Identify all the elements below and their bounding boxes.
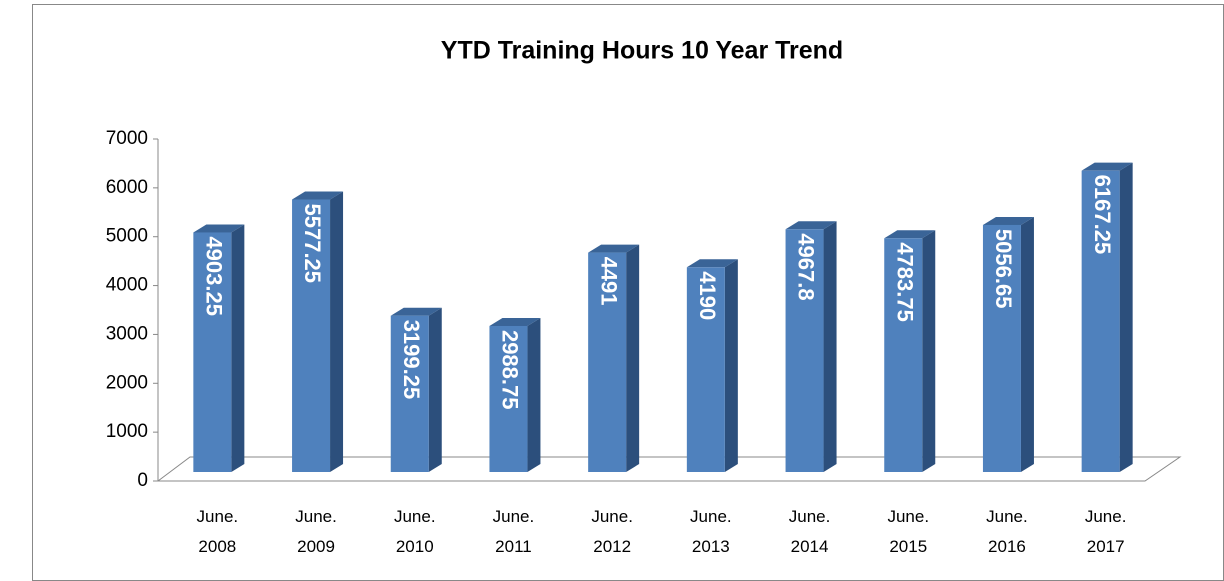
- y-tick-label: 1000: [106, 421, 148, 442]
- bar-front: [686, 267, 725, 472]
- bar-top: [292, 191, 344, 200]
- value-label: 4903.25: [202, 236, 227, 316]
- bar-side: [626, 244, 640, 472]
- bar: [785, 221, 837, 472]
- bar: [292, 191, 344, 472]
- bar-side: [1020, 216, 1034, 472]
- x-tick-label: June. 2017: [1085, 507, 1127, 556]
- bar-front: [193, 232, 232, 472]
- bar-front: [292, 199, 331, 472]
- y-tick-label: 6000: [106, 177, 148, 198]
- bar-top: [489, 317, 541, 326]
- bar-top: [982, 216, 1034, 225]
- bar-front: [588, 252, 627, 472]
- bar: [193, 224, 245, 472]
- bar-side: [1119, 162, 1133, 472]
- bar: [390, 307, 442, 472]
- bar: [686, 259, 738, 472]
- value-label: 2988.75: [498, 330, 523, 410]
- bar-front: [489, 325, 528, 472]
- bar-side: [922, 230, 936, 472]
- bar-top: [193, 224, 245, 233]
- value-label: 3199.25: [399, 320, 424, 400]
- bar-side: [527, 317, 541, 472]
- x-tick-label: June. 2016: [986, 507, 1028, 556]
- chart-title: YTD Training Hours 10 Year Trend: [441, 37, 843, 65]
- floor: [156, 456, 1182, 482]
- y-tick-label: 3000: [106, 323, 148, 344]
- bar-top: [588, 244, 640, 253]
- bar-side: [428, 307, 442, 472]
- x-tick-label: June. 2010: [394, 507, 436, 556]
- value-label: 6167.25: [1090, 175, 1115, 255]
- value-label: 4967.8: [794, 233, 819, 300]
- bar: [982, 216, 1034, 472]
- bar-side: [823, 221, 837, 472]
- bar: [588, 244, 640, 472]
- bar-side: [231, 224, 245, 472]
- value-label: 5056.65: [991, 229, 1016, 309]
- x-tick-label: June. 2013: [690, 507, 732, 556]
- y-tick-label: 0: [137, 470, 148, 491]
- bar-front: [390, 315, 429, 472]
- value-label: 4190: [695, 271, 720, 320]
- y-tick-label: 4000: [106, 275, 148, 296]
- x-tick-label: June. 2015: [887, 507, 929, 556]
- value-label: 4491: [596, 257, 621, 306]
- bar-front: [982, 224, 1021, 472]
- bar-top: [1081, 162, 1133, 171]
- x-tick-label: June. 2012: [591, 507, 633, 556]
- bar-side: [330, 191, 344, 472]
- x-tick-label: June. 2014: [789, 507, 831, 556]
- x-tick-label: June. 2009: [295, 507, 337, 556]
- bar-front: [1081, 170, 1120, 472]
- bar-top: [884, 230, 936, 239]
- y-tick-label: 2000: [106, 372, 148, 393]
- bar: [489, 317, 541, 472]
- bar-top: [785, 221, 837, 230]
- x-tick-label: June. 2008: [197, 507, 239, 556]
- bar-front: [884, 238, 923, 472]
- bar-side: [724, 259, 738, 472]
- y-tick-label: 5000: [106, 226, 148, 247]
- value-label: 5577.25: [300, 204, 325, 284]
- bar: [884, 230, 936, 472]
- bar: [1081, 162, 1133, 472]
- y-tick-label: 7000: [106, 128, 148, 149]
- bar-top: [390, 307, 442, 316]
- bar-front: [785, 229, 824, 472]
- bar-top: [686, 259, 738, 268]
- value-label: 4783.75: [892, 242, 917, 322]
- x-tick-label: June. 2011: [493, 507, 535, 556]
